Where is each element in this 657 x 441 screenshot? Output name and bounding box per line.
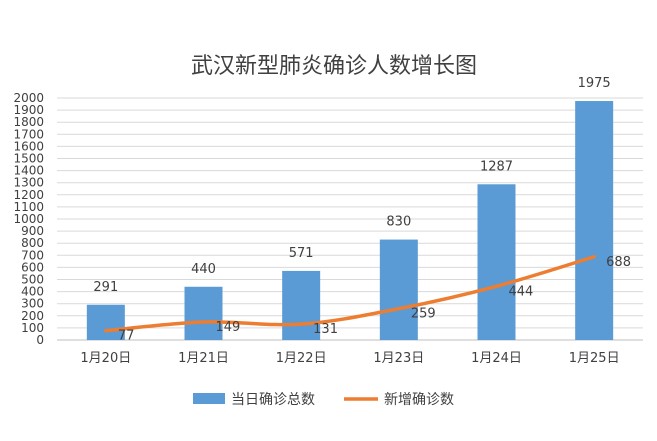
bar-data-label: 571 — [289, 246, 314, 261]
y-tick-label: 1900 — [13, 103, 44, 117]
x-tick-label: 1月21日 — [178, 351, 229, 366]
y-tick-label: 2000 — [13, 91, 44, 105]
legend-swatch-bar — [193, 393, 225, 404]
line-data-label: 444 — [509, 284, 534, 299]
y-axis: 0100200300400500600700800900100011001200… — [13, 91, 44, 347]
chart-title: 武汉新型肺炎确诊人数增长图 — [191, 54, 477, 79]
y-tick-label: 1500 — [13, 152, 44, 166]
line-data-label: 131 — [313, 322, 338, 337]
bar-series: 291 440 571 830 1287 1975 — [86, 76, 614, 341]
y-tick-label: 500 — [21, 273, 44, 287]
y-tick-label: 1200 — [13, 188, 44, 202]
y-tick-label: 900 — [21, 224, 44, 238]
y-tick-label: 800 — [21, 236, 44, 250]
line-point — [104, 329, 108, 333]
line-data-label: 688 — [606, 255, 631, 270]
line-point — [299, 322, 303, 326]
bar-data-label: 1287 — [480, 159, 513, 174]
line-data-label: 77 — [118, 329, 135, 344]
bar-data-label: 1975 — [578, 76, 611, 91]
bar-data-label: 830 — [386, 215, 411, 230]
x-axis: 1月20日 1月21日 1月22日 1月23日 1月24日 1月25日 — [80, 351, 619, 366]
y-tick-label: 1300 — [13, 176, 44, 190]
y-tick-label: 600 — [21, 260, 44, 274]
legend-label: 当日确诊总数 — [231, 392, 315, 408]
line-point — [397, 307, 401, 311]
line-point — [495, 284, 498, 288]
y-tick-label: 0 — [36, 333, 44, 347]
y-tick-label: 1000 — [13, 212, 44, 226]
bar-data-label: 291 — [93, 280, 118, 295]
line-path — [104, 255, 596, 333]
y-tick-label: 1400 — [13, 164, 44, 178]
y-tick-label: 1600 — [13, 139, 44, 153]
bar — [379, 239, 418, 340]
x-tick-label: 1月22日 — [276, 351, 327, 366]
y-tick-label: 200 — [21, 309, 44, 323]
line-data-label: 149 — [216, 320, 241, 335]
y-tick-label: 1100 — [13, 200, 44, 214]
y-tick-label: 700 — [21, 248, 44, 262]
x-tick-label: 1月25日 — [569, 351, 620, 366]
line-data-label: 259 — [411, 307, 436, 322]
bar — [477, 184, 516, 340]
bar — [184, 286, 223, 340]
y-tick-label: 1800 — [13, 115, 44, 129]
x-tick-label: 1月23日 — [373, 351, 424, 366]
line-point — [592, 255, 596, 259]
legend-label: 新增确诊数 — [384, 392, 454, 408]
x-tick-label: 1月20日 — [80, 351, 131, 366]
legend: 当日确诊总数 新增确诊数 — [193, 392, 454, 408]
bar — [282, 270, 321, 340]
y-tick-label: 1700 — [13, 127, 44, 141]
line-point — [202, 320, 205, 324]
bar — [575, 101, 614, 341]
bar — [86, 304, 125, 340]
x-tick-label: 1月24日 — [471, 351, 522, 366]
bar-data-label: 440 — [191, 262, 216, 277]
y-tick-label: 100 — [21, 321, 44, 335]
gridlines — [57, 97, 643, 341]
y-tick-label: 300 — [21, 297, 44, 311]
y-tick-label: 400 — [21, 285, 44, 299]
line-series: 77 149 131 259 444 688 — [104, 255, 631, 344]
